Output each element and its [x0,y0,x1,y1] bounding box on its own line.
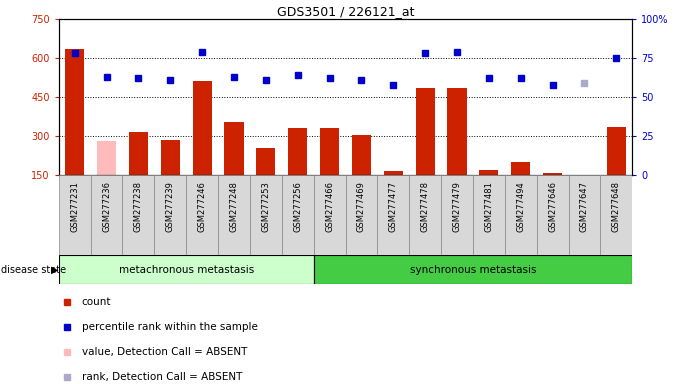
Bar [250,175,282,255]
Bar [193,81,211,175]
Bar [473,175,505,255]
Bar [441,175,473,255]
Bar [320,128,339,175]
Bar [97,141,116,175]
Bar [186,175,218,255]
Bar [569,175,600,255]
Bar [409,175,441,255]
Text: GSM277236: GSM277236 [102,181,111,232]
Text: GSM277248: GSM277248 [229,181,238,232]
Bar [543,174,562,175]
Text: value, Detection Call = ABSENT: value, Detection Call = ABSENT [82,347,247,357]
Text: GSM277478: GSM277478 [421,181,430,232]
Text: GSM277469: GSM277469 [357,181,366,232]
Text: GSM277239: GSM277239 [166,181,175,232]
Bar [448,88,466,175]
Bar [65,49,84,175]
Bar [352,134,371,175]
Bar [600,175,632,255]
Text: GSM277246: GSM277246 [198,181,207,232]
Bar [384,171,403,175]
Bar [377,175,409,255]
Title: GDS3501 / 226121_at: GDS3501 / 226121_at [277,5,414,18]
Text: count: count [82,297,111,307]
Text: metachronous metastasis: metachronous metastasis [119,265,254,275]
Bar [282,175,314,255]
Text: synchronous metastasis: synchronous metastasis [410,265,536,275]
Bar [415,88,435,175]
Bar [218,175,250,255]
Bar [314,255,632,284]
Text: GSM277481: GSM277481 [484,181,493,232]
Text: GSM277477: GSM277477 [389,181,398,232]
Bar [225,122,243,175]
Bar [346,175,377,255]
Text: GSM277647: GSM277647 [580,181,589,232]
Bar [59,255,314,284]
Text: GSM277231: GSM277231 [70,181,79,232]
Text: rank, Detection Call = ABSENT: rank, Detection Call = ABSENT [82,372,242,382]
Text: GSM277648: GSM277648 [612,181,621,232]
Text: percentile rank within the sample: percentile rank within the sample [82,322,258,332]
Text: GSM277238: GSM277238 [134,181,143,232]
Bar [154,175,186,255]
Bar [607,127,626,175]
Bar [511,162,530,175]
Text: ▶: ▶ [51,265,59,275]
Text: GSM277256: GSM277256 [293,181,302,232]
Text: disease state: disease state [1,265,66,275]
Text: GSM277253: GSM277253 [261,181,270,232]
Text: GSM277646: GSM277646 [548,181,557,232]
Bar [91,175,122,255]
Bar [288,128,307,175]
Bar [59,175,91,255]
Text: GSM277479: GSM277479 [453,181,462,232]
Bar [122,175,154,255]
Text: GSM277466: GSM277466 [325,181,334,232]
Bar [537,175,569,255]
Bar [161,140,180,175]
Bar [505,175,537,255]
Bar [129,132,148,175]
Bar [314,175,346,255]
Bar [480,170,498,175]
Bar [256,147,276,175]
Text: GSM277494: GSM277494 [516,181,525,232]
